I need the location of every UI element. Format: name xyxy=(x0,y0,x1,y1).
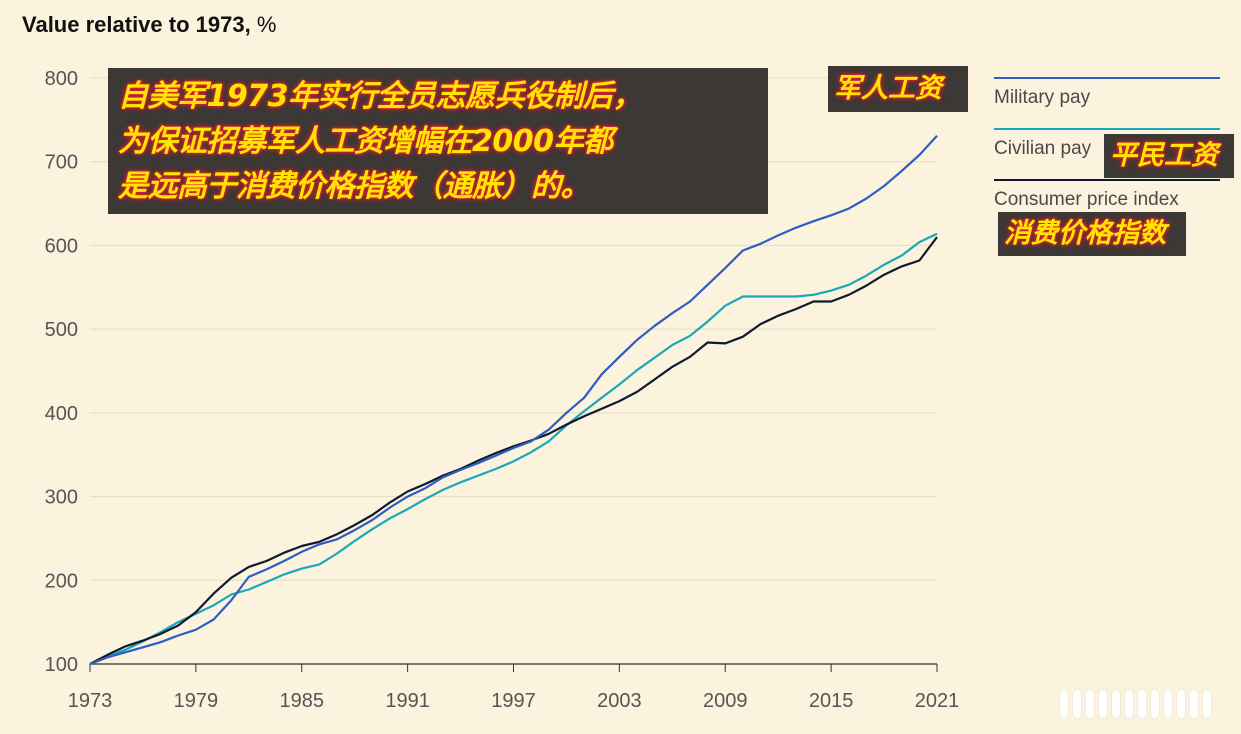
y-tick-label-500: 500 xyxy=(45,319,78,341)
legend-item-civilian: Civilian pay xyxy=(994,128,1220,160)
annotation-main-line3: 是远高于消费价格指数（通胀）的。 xyxy=(118,169,591,204)
legend-label-cpi: Consumer price index xyxy=(994,189,1179,210)
legend-item-military: Military pay xyxy=(994,77,1220,109)
chart-title-unit: % xyxy=(256,12,277,37)
legend-label-military: Military pay xyxy=(994,87,1091,108)
image-strip-handle[interactable] xyxy=(1060,690,1230,720)
x-tick-label-1991: 1991 xyxy=(385,690,430,712)
annotation-military-label: 军人工资 xyxy=(828,66,968,112)
y-tick-label-200: 200 xyxy=(45,570,78,592)
x-tick-label-1979: 1979 xyxy=(174,690,219,712)
annotation-main-line1: 自美军1973年实行全员志愿兵役制后， xyxy=(118,79,643,114)
x-tick-label-2003: 2003 xyxy=(597,690,642,712)
series-line-military-pay xyxy=(89,135,938,666)
y-tick-label-300: 300 xyxy=(45,487,78,509)
y-tick-label-600: 600 xyxy=(45,235,78,257)
legend-label-civilian: Civilian pay xyxy=(994,138,1092,159)
annotation-main-line2: 为保证招募军人工资增幅在2000年都 xyxy=(118,124,613,159)
annotation-cpi-label: 消费价格指数 xyxy=(998,212,1186,256)
y-tick-label-800: 800 xyxy=(45,68,78,90)
legend-line-cpi xyxy=(994,179,1220,181)
series-line-civilian-pay xyxy=(89,232,938,666)
legend-item-cpi: Consumer price index xyxy=(994,179,1220,211)
y-tick-label-400: 400 xyxy=(45,403,78,425)
x-tick-label-2009: 2009 xyxy=(703,690,748,712)
annotation-civilian-label: 平民工资 xyxy=(1104,134,1234,178)
legend-line-civilian xyxy=(994,128,1220,130)
y-tick-label-700: 700 xyxy=(45,152,78,174)
x-tick-label-2021: 2021 xyxy=(915,690,960,712)
x-tick-label-1997: 1997 xyxy=(491,690,536,712)
chart-title-text: Value relative to 1973, xyxy=(22,12,251,37)
x-tick-label-1973: 1973 xyxy=(68,690,113,712)
y-tick-label-100: 100 xyxy=(45,654,78,676)
chart-title: Value relative to 1973, % xyxy=(22,12,276,38)
legend-line-military xyxy=(994,77,1220,79)
annotation-main: 自美军1973年实行全员志愿兵役制后， 为保证招募军人工资增幅在2000年都 是… xyxy=(108,68,768,214)
x-tick-label-2015: 2015 xyxy=(809,690,854,712)
series-line-consumer-price-index xyxy=(89,236,938,665)
x-tick-label-1985: 1985 xyxy=(280,690,325,712)
